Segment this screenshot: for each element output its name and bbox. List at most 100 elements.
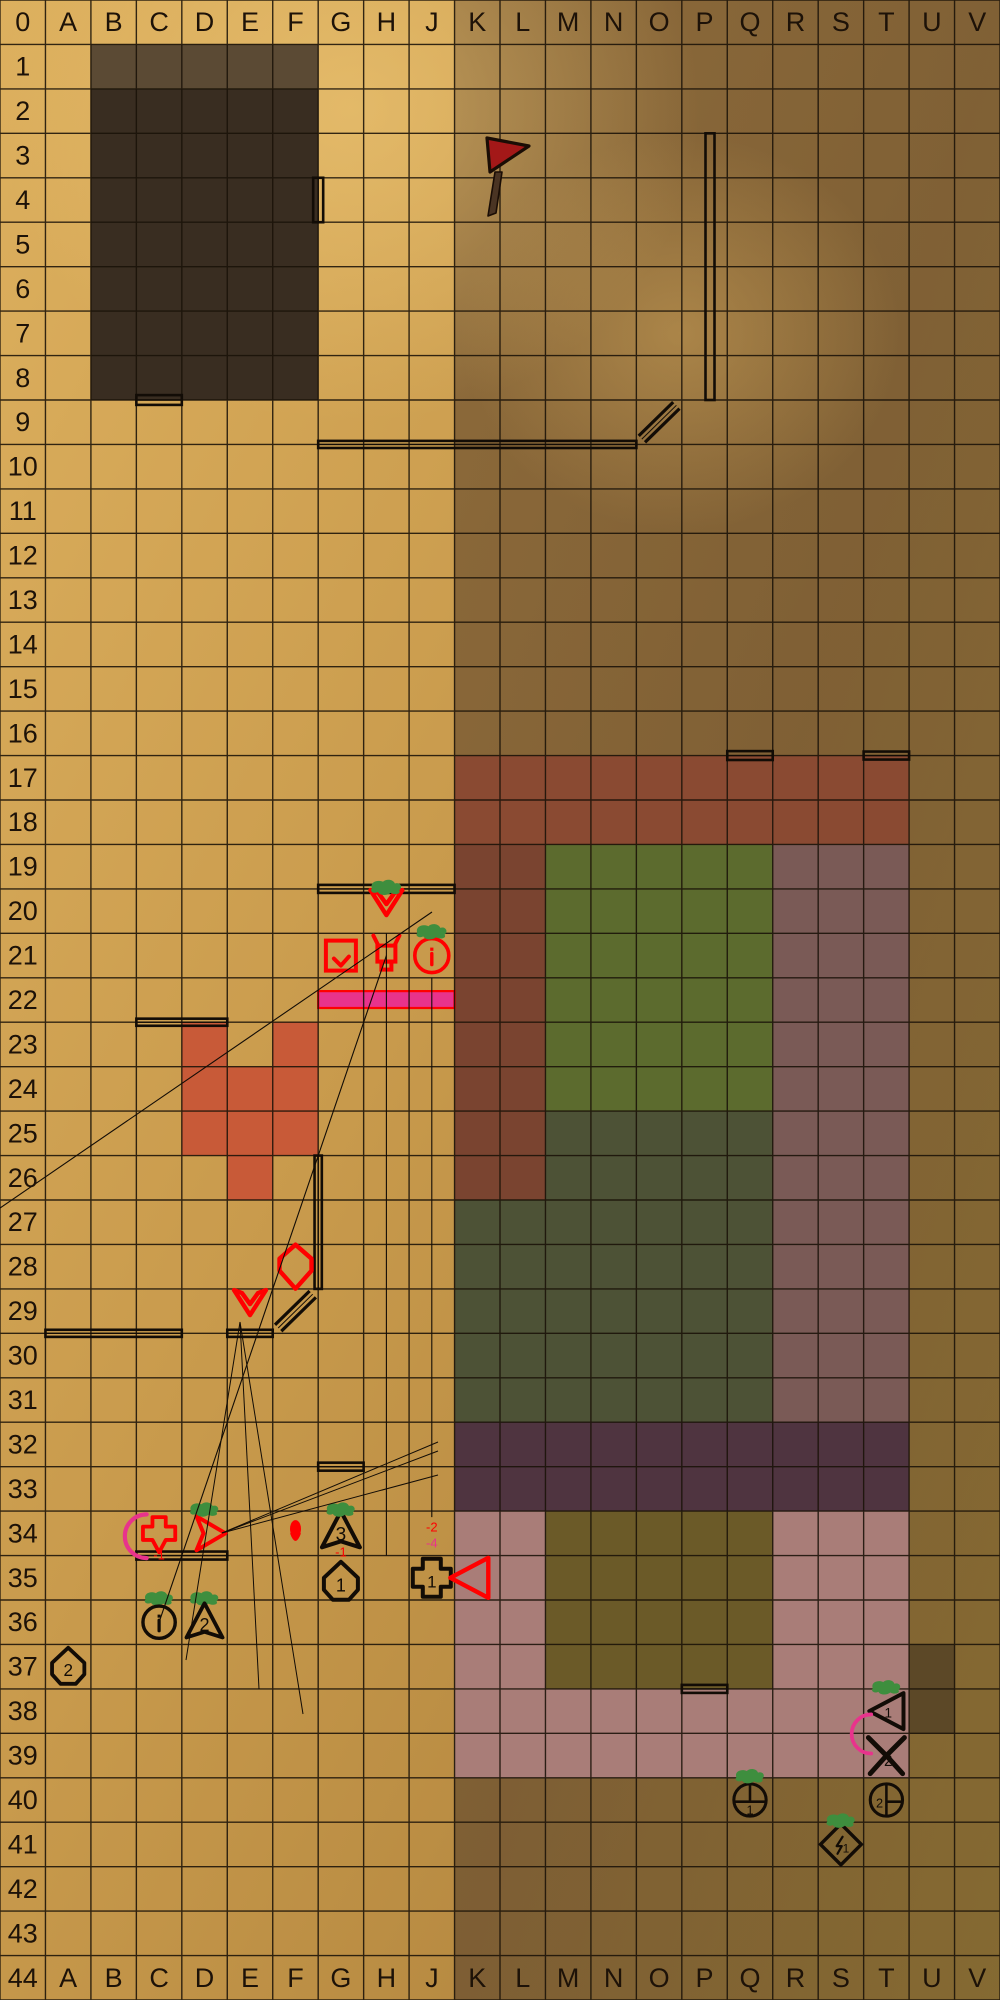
svg-text:H: H: [377, 1963, 397, 1993]
svg-text:M: M: [557, 1963, 580, 1993]
svg-text:N: N: [604, 1963, 624, 1993]
svg-text:1: 1: [884, 1705, 892, 1720]
svg-text:0: 0: [15, 7, 30, 37]
svg-text:35: 35: [8, 1563, 38, 1593]
svg-text:44: 44: [8, 1963, 38, 1993]
svg-text:B: B: [105, 7, 123, 37]
svg-text:D: D: [195, 7, 215, 37]
svg-text:P: P: [696, 7, 714, 37]
svg-text:-4: -4: [426, 1535, 438, 1550]
svg-text:10: 10: [8, 452, 38, 482]
svg-text:-1: -1: [153, 1548, 165, 1563]
svg-text:O: O: [649, 7, 670, 37]
svg-text:1: 1: [746, 1802, 753, 1817]
svg-text:R: R: [786, 1963, 806, 1993]
svg-text:18: 18: [8, 807, 38, 837]
svg-text:14: 14: [8, 629, 38, 659]
svg-text:H: H: [377, 7, 397, 37]
svg-text:N: N: [604, 7, 624, 37]
svg-text:16: 16: [8, 718, 38, 748]
svg-text:A: A: [59, 1963, 77, 1993]
svg-text:2: 2: [199, 1615, 209, 1635]
svg-text:39: 39: [8, 1741, 38, 1771]
svg-text:V: V: [968, 1963, 986, 1993]
svg-text:3: 3: [15, 141, 30, 171]
svg-text:13: 13: [8, 585, 38, 615]
svg-text:T: T: [878, 1963, 895, 1993]
svg-text:V: V: [968, 7, 986, 37]
svg-text:34: 34: [8, 1518, 38, 1548]
svg-text:43: 43: [8, 1918, 38, 1948]
svg-text:J: J: [425, 7, 439, 37]
svg-text:2: 2: [884, 1753, 893, 1770]
svg-text:23: 23: [8, 1029, 38, 1059]
svg-text:33: 33: [8, 1474, 38, 1504]
svg-text:8: 8: [15, 363, 30, 393]
svg-text:U: U: [922, 7, 942, 37]
svg-text:28: 28: [8, 1252, 38, 1282]
svg-text:S: S: [832, 7, 850, 37]
svg-text:K: K: [468, 7, 486, 37]
svg-text:26: 26: [8, 1163, 38, 1193]
svg-text:31: 31: [8, 1385, 38, 1415]
svg-text:O: O: [649, 1963, 670, 1993]
svg-text:G: G: [330, 1963, 351, 1993]
svg-text:F: F: [287, 1963, 304, 1993]
svg-text:2: 2: [63, 1661, 73, 1680]
svg-text:E: E: [241, 1963, 259, 1993]
svg-text:24: 24: [8, 1074, 38, 1104]
svg-text:3: 3: [336, 1524, 347, 1545]
svg-text:30: 30: [8, 1341, 38, 1371]
svg-text:J: J: [425, 1963, 439, 1993]
svg-text:1: 1: [15, 52, 30, 82]
svg-text:22: 22: [8, 985, 38, 1015]
svg-text:32: 32: [8, 1429, 38, 1459]
svg-text:29: 29: [8, 1296, 38, 1326]
svg-text:C: C: [149, 1963, 169, 1993]
svg-text:P: P: [696, 1963, 714, 1993]
svg-text:C: C: [149, 7, 169, 37]
svg-text:E: E: [241, 7, 259, 37]
svg-text:17: 17: [8, 763, 38, 793]
svg-text:Q: Q: [739, 7, 760, 37]
svg-text:S: S: [832, 1963, 850, 1993]
svg-text:9: 9: [15, 407, 30, 437]
svg-text:37: 37: [8, 1652, 38, 1682]
svg-text:25: 25: [8, 1118, 38, 1148]
svg-text:11: 11: [9, 496, 37, 526]
svg-text:1: 1: [427, 1572, 436, 1591]
svg-text:12: 12: [8, 541, 38, 571]
svg-text:7: 7: [15, 318, 30, 348]
svg-text:38: 38: [8, 1696, 38, 1726]
svg-text:-1: -1: [335, 1545, 347, 1560]
svg-text:27: 27: [8, 1207, 38, 1237]
svg-text:40: 40: [8, 1785, 38, 1815]
svg-text:B: B: [105, 1963, 123, 1993]
svg-text:4: 4: [15, 185, 30, 215]
svg-text:A: A: [59, 7, 77, 37]
svg-text:D: D: [195, 1963, 215, 1993]
svg-text:G: G: [330, 7, 351, 37]
svg-text:36: 36: [8, 1607, 38, 1637]
svg-text:1: 1: [336, 1576, 346, 1596]
svg-text:20: 20: [8, 896, 38, 926]
svg-text:L: L: [515, 7, 530, 37]
svg-text:21: 21: [8, 941, 38, 971]
svg-text:L: L: [515, 1963, 530, 1993]
svg-text:41: 41: [8, 1829, 38, 1859]
svg-text:F: F: [287, 7, 304, 37]
svg-text:-2: -2: [426, 1519, 438, 1534]
svg-text:19: 19: [8, 852, 38, 882]
svg-text:42: 42: [8, 1874, 38, 1904]
svg-text:K: K: [468, 1963, 486, 1993]
svg-text:M: M: [557, 7, 580, 37]
svg-text:5: 5: [15, 229, 30, 259]
svg-text:6: 6: [15, 274, 30, 304]
svg-text:1: 1: [843, 1842, 850, 1856]
svg-text:2: 2: [15, 96, 30, 126]
svg-text:U: U: [922, 1963, 942, 1993]
svg-text:15: 15: [8, 674, 38, 704]
svg-text:R: R: [786, 7, 806, 37]
svg-text:Q: Q: [739, 1963, 760, 1993]
svg-text:2: 2: [876, 1796, 883, 1811]
